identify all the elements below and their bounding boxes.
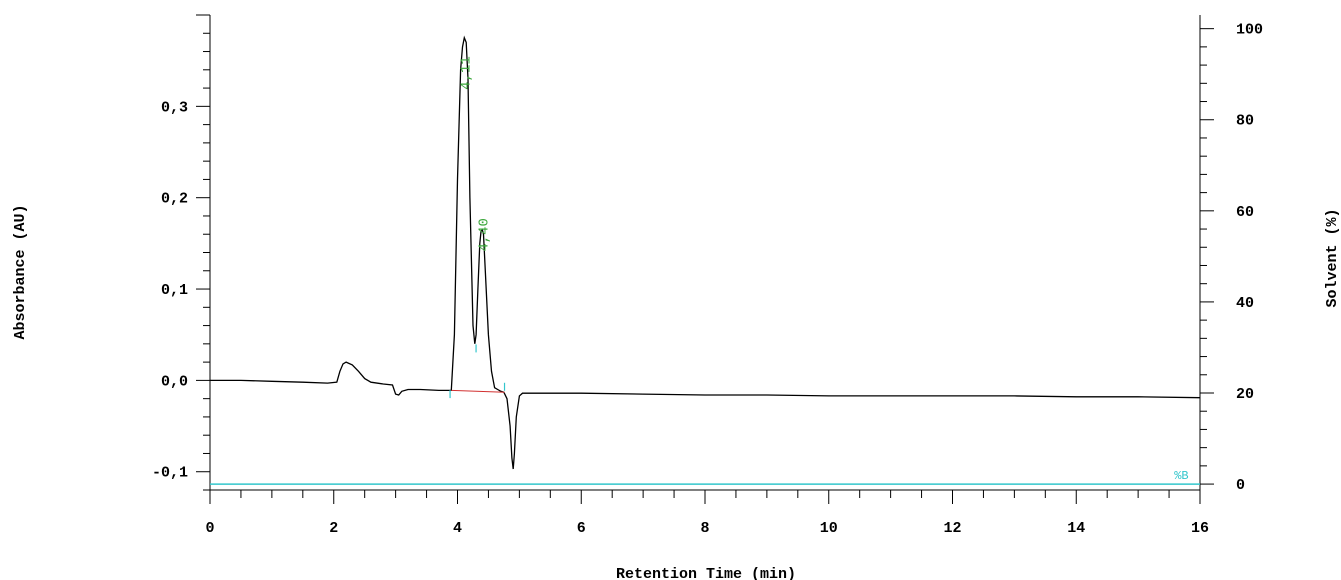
x-tick-label: 8 xyxy=(700,520,709,537)
x-tick-label: 10 xyxy=(820,520,838,537)
integration-baseline xyxy=(451,389,505,393)
peak-label: 4,40 xyxy=(476,218,492,252)
y2-tick-label: 40 xyxy=(1236,295,1254,312)
x-tick-label: 6 xyxy=(577,520,586,537)
x-tick-label: 2 xyxy=(329,520,338,537)
y2-axis-title: Solvent (%) xyxy=(1324,208,1341,307)
absorbance-trace xyxy=(210,35,1201,470)
y2-tick-label: 100 xyxy=(1236,22,1263,39)
y2-tick-label: 80 xyxy=(1236,113,1254,130)
solvent-series-tag: %B xyxy=(1174,469,1188,483)
x-tick-label: 14 xyxy=(1067,520,1085,537)
x-tick-label: 0 xyxy=(205,520,214,537)
y-tick-label: 0,1 xyxy=(161,282,188,299)
x-axis-title: Retention Time (min) xyxy=(616,566,796,580)
x-tick-label: 16 xyxy=(1191,520,1209,537)
x-tick-label: 12 xyxy=(943,520,961,537)
y-tick-label: 0,3 xyxy=(161,99,188,116)
y-tick-label: -0,1 xyxy=(152,465,188,482)
annotations: 4,11 4,40 %B xyxy=(449,56,1189,483)
y2-tick-label: 20 xyxy=(1236,386,1254,403)
y-tick-label: 0,0 xyxy=(161,373,188,390)
y-axis-title: Absorbance (AU) xyxy=(12,204,29,339)
ticks: 0 2 4 6 8 10 12 14 16 -0,1 0,0 0,1 0,2 0,3 0 20 40 60 80 10… xyxy=(152,14,1263,537)
x-tick-label: 4 xyxy=(453,520,462,537)
plot-area xyxy=(210,35,1201,485)
axes xyxy=(209,15,1201,491)
y2-tick-label: 0 xyxy=(1236,477,1245,494)
y2-tick-label: 60 xyxy=(1236,204,1254,221)
y-tick-label: 0,2 xyxy=(161,191,188,208)
peak-label: 4,11 xyxy=(458,56,474,90)
